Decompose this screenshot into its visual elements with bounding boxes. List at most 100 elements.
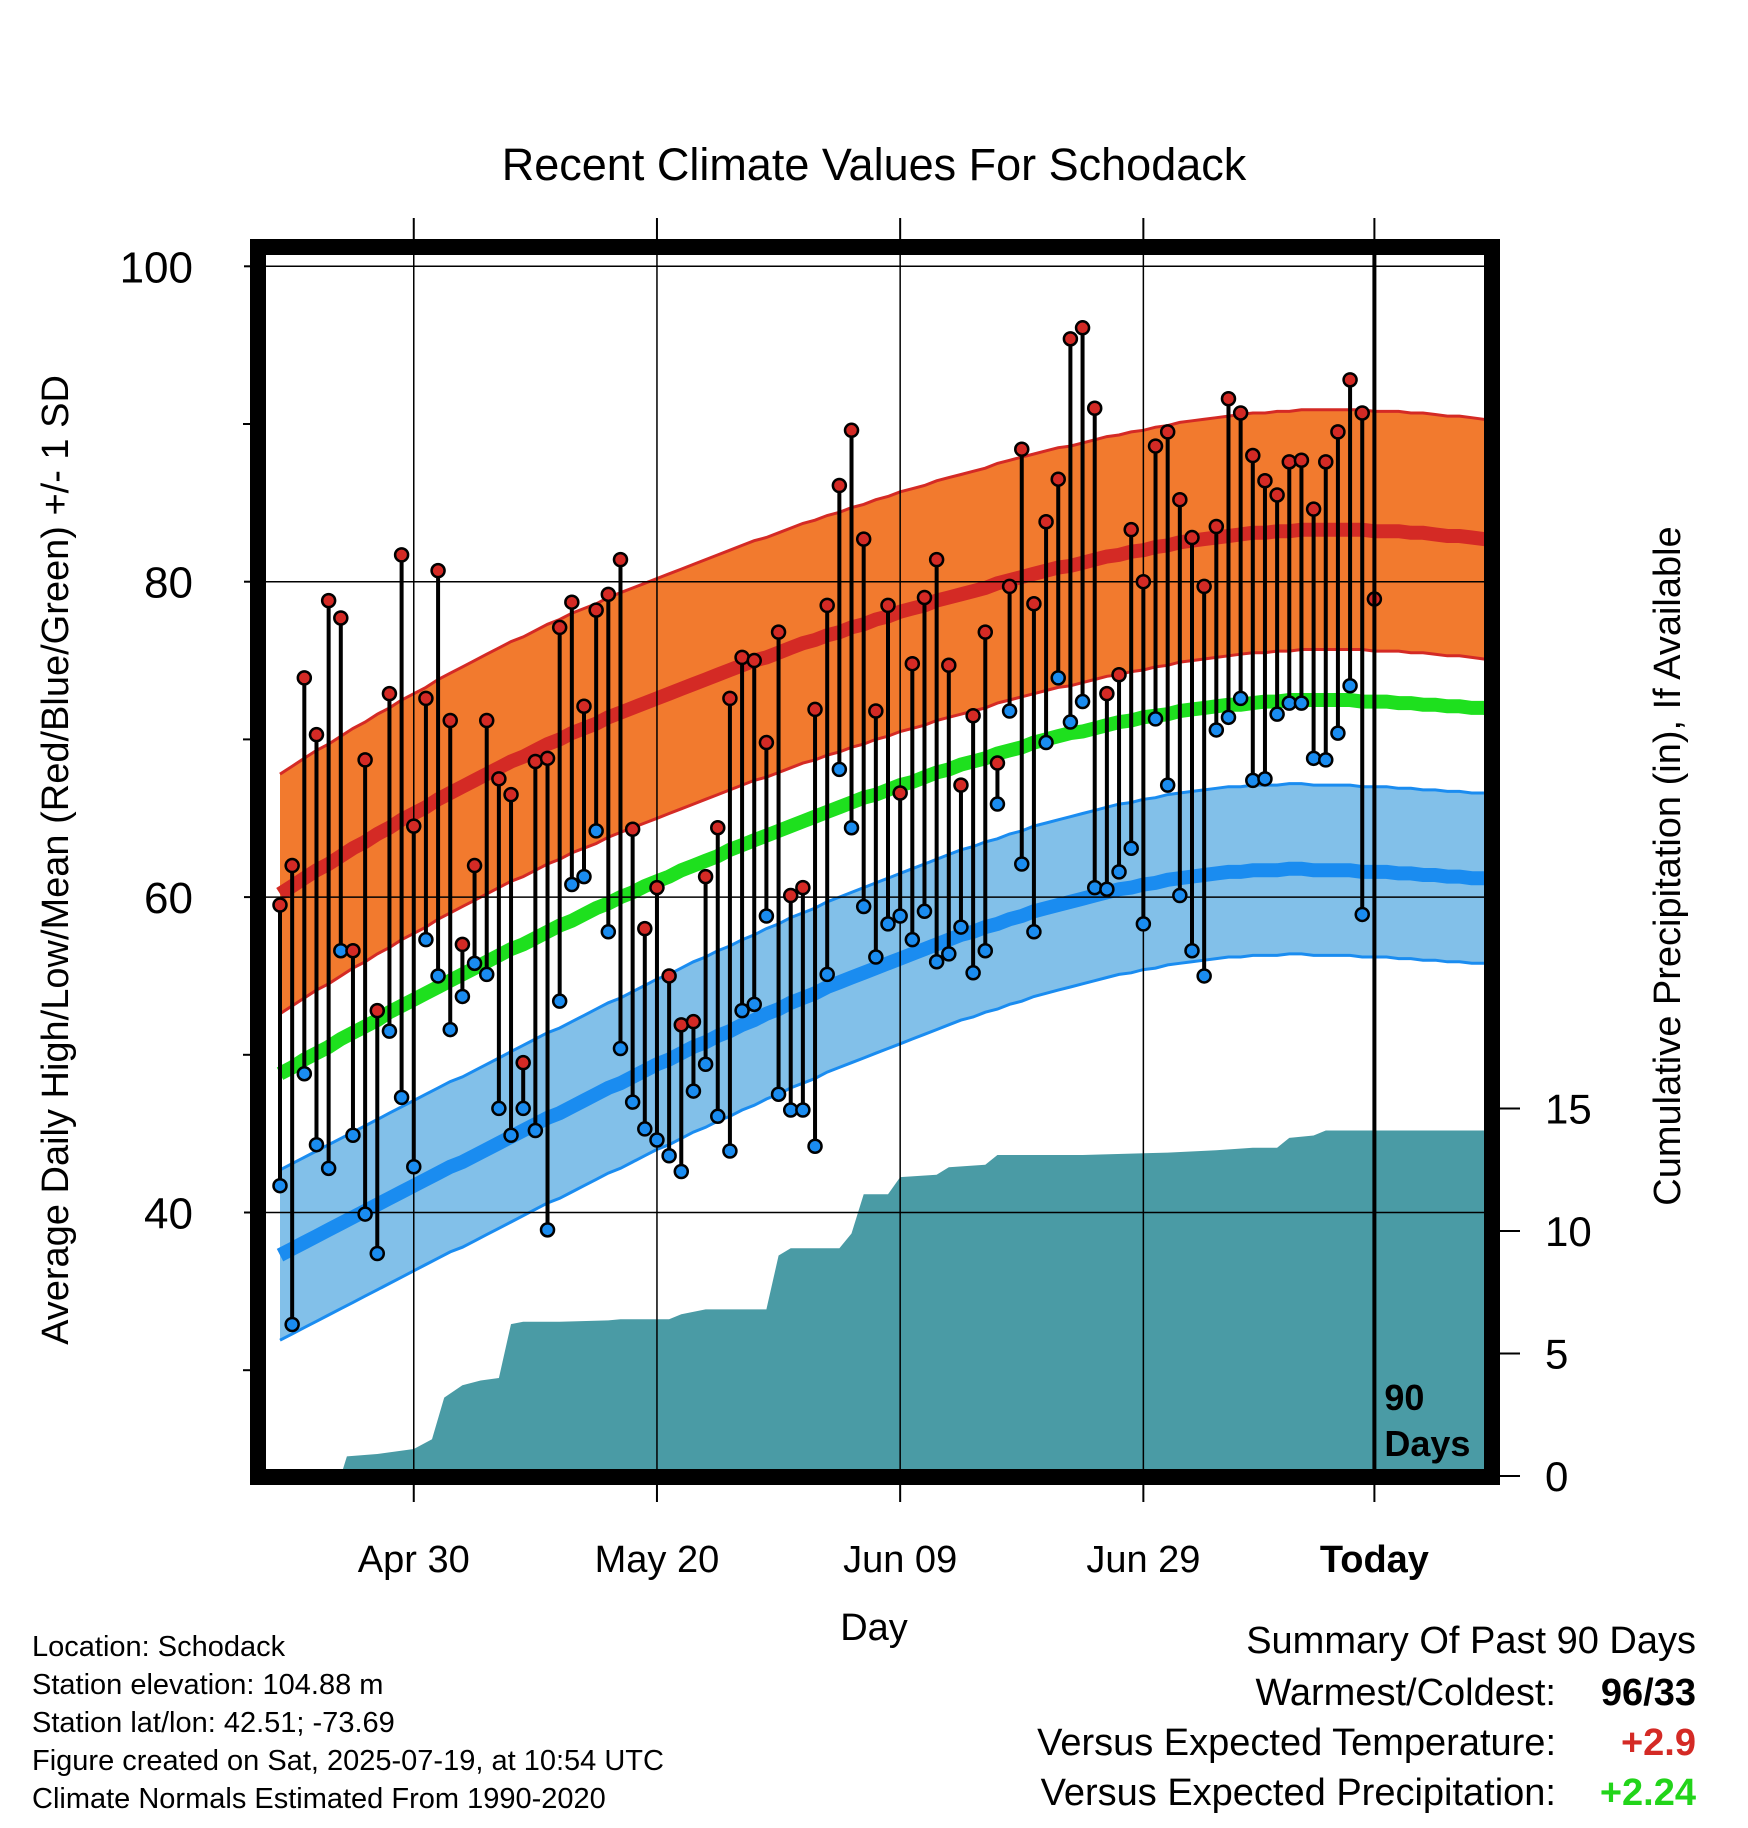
- precip-area: [340, 1130, 1492, 1476]
- high-point: [941, 657, 957, 674]
- low-point: [515, 1100, 531, 1117]
- low-point: [831, 761, 848, 778]
- high-point: [564, 594, 580, 610]
- low-point: [697, 1056, 714, 1073]
- low-point: [284, 1316, 300, 1333]
- high-point: [1342, 372, 1358, 388]
- low-point: [673, 1163, 690, 1180]
- high-point: [600, 586, 617, 603]
- low-point: [551, 993, 568, 1009]
- low-point: [491, 1100, 507, 1117]
- high-point: [795, 879, 811, 896]
- low-point: [308, 1136, 325, 1153]
- low-point: [612, 1040, 629, 1057]
- low-point: [649, 1132, 665, 1148]
- high-point: [442, 712, 458, 729]
- high-point: [892, 785, 908, 801]
- low-point: [1184, 942, 1200, 959]
- low-point: [466, 955, 483, 972]
- low-point: [819, 966, 835, 983]
- high-point: [612, 551, 629, 568]
- high-point: [1038, 514, 1054, 530]
- high-point: [1062, 331, 1079, 347]
- y-left-tick-label: 40: [144, 1190, 193, 1239]
- low-point: [430, 968, 446, 984]
- period-label: 90 Days: [1384, 1377, 1470, 1464]
- high-point: [819, 597, 835, 614]
- high-point: [1220, 391, 1237, 407]
- low-point: [977, 942, 994, 959]
- summary-temperature: Versus Expected Temperature: +2.9: [1037, 1722, 1696, 1765]
- high-point: [320, 592, 337, 609]
- low-point: [1038, 734, 1054, 751]
- high-point: [977, 624, 994, 640]
- y-axis-label-left: Average Daily High/Low/Mean (Red/Blue/Gr…: [35, 375, 77, 1345]
- y-left-tick-label: 100: [120, 243, 193, 292]
- low-point: [418, 931, 434, 948]
- low-point: [1220, 709, 1237, 726]
- low-point: [406, 1159, 422, 1175]
- low-point: [357, 1206, 373, 1222]
- high-point: [466, 857, 483, 874]
- high-point: [1147, 438, 1164, 454]
- high-point: [539, 750, 556, 767]
- low-point: [1354, 906, 1370, 923]
- info-latlon: Station lat/lon: 42.51; -73.69: [32, 1707, 395, 1739]
- high-point: [1330, 424, 1346, 440]
- high-point: [1196, 578, 1212, 595]
- high-point: [308, 726, 325, 743]
- high-point: [1123, 521, 1139, 538]
- low-point: [1014, 856, 1030, 872]
- high-point: [649, 879, 665, 896]
- low-point: [393, 1089, 410, 1106]
- y-left-tick-label: 60: [144, 874, 193, 923]
- low-point: [1305, 750, 1322, 767]
- high-point: [1184, 529, 1200, 546]
- high-point: [576, 698, 592, 715]
- low-point: [637, 1121, 653, 1137]
- low-point: [600, 924, 617, 940]
- low-point: [564, 876, 580, 893]
- temp-label: Versus Expected Temperature:: [1037, 1722, 1556, 1764]
- low-point: [989, 796, 1006, 812]
- low-point: [1135, 916, 1152, 932]
- high-point: [1305, 501, 1322, 517]
- precip-label: Versus Expected Precipitation:: [1040, 1772, 1556, 1814]
- high-point: [393, 547, 410, 563]
- high-point: [697, 868, 714, 885]
- high-point: [430, 562, 446, 579]
- y-right-tick-label: 15: [1545, 1086, 1592, 1133]
- summary-title: Summary Of Past 90 Days: [1246, 1620, 1696, 1662]
- low-point: [478, 966, 495, 983]
- high-point: [1026, 596, 1042, 612]
- low-point: [624, 1094, 641, 1110]
- axes: 40 60 80 100 0 5 10 15 Apr 30 May 20 Jun 09 Jun 29 T…: [120, 218, 1592, 1581]
- summary-precipitation: Versus Expected Precipitation: +2.24: [1041, 1772, 1696, 1815]
- high-point: [1014, 441, 1030, 457]
- y-axis-label-right: Cumulative Precipitation (in), If Availa…: [1647, 526, 1689, 1205]
- high-point: [1159, 424, 1176, 440]
- high-point: [770, 624, 787, 640]
- cumulative-precip-area: [340, 1130, 1492, 1476]
- high-point: [722, 690, 738, 707]
- low-point: [1330, 725, 1346, 741]
- info-created: Figure created on Sat, 2025-07-19, at 10…: [32, 1745, 664, 1777]
- high-point: [1050, 471, 1066, 487]
- low-point: [758, 908, 775, 924]
- high-point: [454, 936, 471, 953]
- low-point: [1172, 887, 1188, 904]
- high-point: [782, 887, 799, 904]
- high-point: [1135, 573, 1152, 590]
- high-point: [551, 619, 568, 636]
- low-point: [1159, 777, 1176, 793]
- high-point: [710, 819, 726, 836]
- low-point: [965, 965, 981, 981]
- low-point: [734, 1002, 750, 1019]
- low-point: [527, 1122, 544, 1139]
- high-point: [989, 755, 1006, 771]
- low-point: [892, 908, 908, 924]
- low-point: [272, 1177, 288, 1194]
- precip-value: +2.24: [1599, 1772, 1696, 1814]
- low-point: [320, 1160, 337, 1177]
